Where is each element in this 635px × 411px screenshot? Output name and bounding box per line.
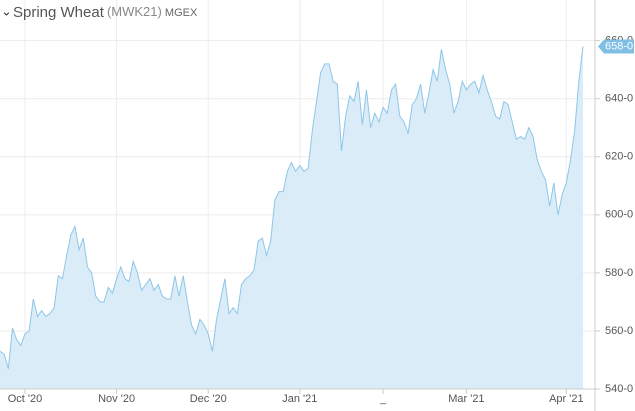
x-tick-label: Oct '20 — [8, 393, 43, 405]
y-tick-label: 640-0 — [605, 93, 633, 105]
y-tick-label: 600-0 — [605, 209, 633, 221]
y-tick-label: 540-0 — [605, 383, 633, 395]
title: Spring Wheat — [13, 4, 105, 21]
last-price-label: 658-0 — [605, 40, 633, 52]
x-tick-label: Dec '20 — [190, 393, 227, 405]
y-tick-label: 580-0 — [605, 267, 633, 279]
price-line — [0, 46, 584, 369]
last-price-tag — [598, 39, 634, 54]
chart-title: Spring Wheat (MWK21) MGEX — [13, 4, 198, 21]
symbol: (MWK21) — [107, 4, 162, 19]
x-tick-label: _ — [379, 393, 387, 405]
y-tick-label: 620-0 — [605, 151, 633, 163]
x-tick-label: Apr '21 — [549, 393, 584, 405]
exchange: MGEX — [165, 7, 198, 19]
x-tick-label: Nov '20 — [98, 393, 135, 405]
x-tick-label: Jan '21 — [282, 393, 317, 405]
x-tick-label: Mar '21 — [448, 393, 484, 405]
y-tick-label: 560-0 — [605, 325, 633, 337]
collapse-caret[interactable]: ⌄ — [1, 3, 12, 18]
area-fill — [0, 46, 583, 389]
